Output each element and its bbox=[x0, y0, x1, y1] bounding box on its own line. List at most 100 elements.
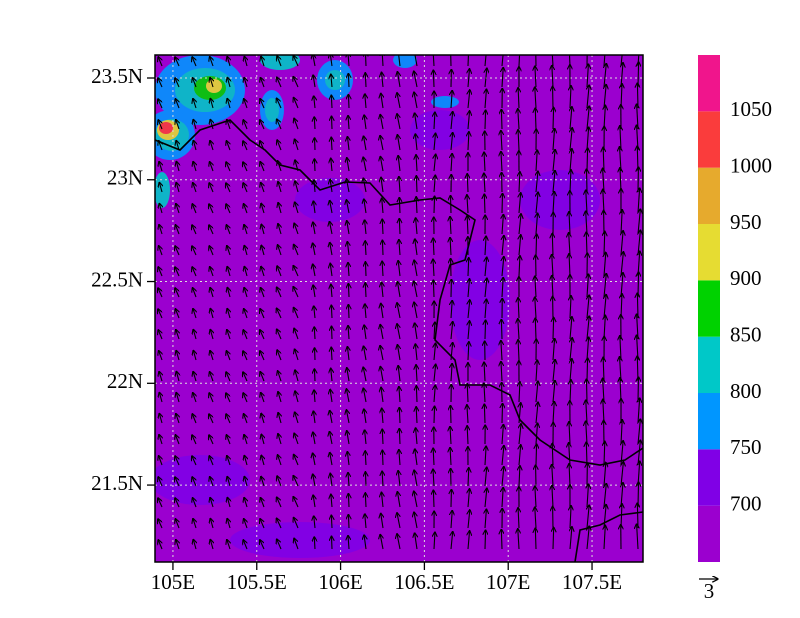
wind-arrow bbox=[397, 513, 400, 529]
wind-arrow bbox=[260, 287, 264, 298]
wind-arrow bbox=[348, 94, 349, 109]
wind-arrow bbox=[192, 267, 196, 277]
colorbar: 700 750 800 850 900 950 1000 1050 bbox=[698, 55, 772, 562]
wind-arrow bbox=[226, 183, 231, 193]
x-tick-label: 105E bbox=[151, 570, 195, 594]
wind-arrow bbox=[536, 213, 538, 235]
wind-arrow bbox=[450, 216, 451, 235]
wind-arrow bbox=[331, 95, 332, 109]
wind-arrow bbox=[397, 324, 400, 340]
wind-arrow bbox=[331, 347, 332, 361]
map-field bbox=[155, 55, 643, 562]
wind-arrow bbox=[346, 179, 349, 193]
wind-arrow bbox=[244, 99, 247, 109]
wind-arrow bbox=[485, 320, 486, 340]
wind-arrow bbox=[434, 343, 436, 361]
wind-arrow bbox=[314, 117, 315, 130]
wind-arrow bbox=[192, 456, 197, 466]
wind-arrow bbox=[637, 83, 638, 109]
wind-arrow bbox=[261, 455, 264, 466]
wind-arrow bbox=[210, 350, 213, 361]
wind-arrow bbox=[501, 361, 502, 382]
wind-arrow bbox=[519, 382, 520, 403]
wind-arrow bbox=[277, 329, 282, 340]
wind-arrow bbox=[519, 235, 521, 256]
wind-arrow bbox=[450, 447, 451, 466]
wind-arrow bbox=[193, 183, 196, 193]
wind-arrow bbox=[416, 365, 417, 382]
wind-arrow bbox=[314, 327, 315, 340]
wind-arrow bbox=[587, 526, 589, 550]
wind-arrow bbox=[293, 476, 299, 487]
wind-arrow bbox=[193, 539, 196, 550]
wind-arrow bbox=[260, 77, 264, 88]
wind-arrow bbox=[346, 410, 349, 424]
wind-arrow bbox=[313, 411, 315, 424]
wind-arrow bbox=[382, 198, 383, 214]
wind-arrow bbox=[277, 119, 282, 130]
wind-arrow bbox=[176, 392, 179, 403]
wind-arrow bbox=[416, 386, 417, 403]
wind-arrow bbox=[380, 534, 383, 550]
wind-arrow bbox=[434, 196, 435, 214]
wind-arrow bbox=[432, 55, 435, 67]
wind-arrow bbox=[209, 435, 214, 445]
wind-arrow bbox=[365, 55, 366, 67]
wind-arrow bbox=[397, 492, 400, 508]
wind-arrow bbox=[348, 262, 349, 277]
wind-arrow bbox=[485, 446, 486, 466]
wind-arrow bbox=[348, 283, 349, 298]
wind-arrow bbox=[261, 203, 264, 214]
wind-arrow bbox=[587, 484, 588, 508]
wind-arrow bbox=[276, 308, 282, 319]
wind-arrow bbox=[467, 426, 468, 445]
wind-arrow bbox=[519, 193, 521, 214]
wind-arrow bbox=[331, 74, 332, 88]
wind-arrow bbox=[518, 340, 519, 361]
wind-arrow bbox=[569, 212, 570, 235]
wind-arrow bbox=[621, 294, 622, 319]
wind-arrow bbox=[380, 156, 383, 172]
wind-arrow bbox=[261, 266, 264, 277]
wind-arrow bbox=[159, 371, 162, 382]
wind-arrow bbox=[502, 277, 503, 298]
wind-arrow bbox=[277, 539, 282, 550]
wind-arrow bbox=[468, 90, 470, 109]
wind-arrow bbox=[159, 203, 162, 214]
x-tick-label: 107E bbox=[486, 570, 530, 594]
wind-arrow bbox=[175, 498, 180, 508]
wind-arrow bbox=[314, 516, 315, 529]
wind-arrow bbox=[587, 85, 589, 109]
wind-arrow bbox=[415, 113, 417, 130]
wind-arrow bbox=[277, 497, 282, 508]
wind-arrow bbox=[381, 177, 383, 193]
wind-arrow bbox=[604, 273, 606, 298]
wind-arrow bbox=[519, 424, 521, 445]
wind-arrow bbox=[502, 193, 503, 214]
wind-arrow bbox=[434, 154, 436, 172]
wind-arrow bbox=[468, 468, 469, 487]
wind-arrow bbox=[586, 211, 587, 235]
colorbar-label: 750 bbox=[730, 435, 762, 459]
wind-arrow bbox=[535, 87, 536, 109]
wind-arrow bbox=[535, 108, 536, 130]
wind-arrow bbox=[365, 94, 366, 109]
wind-arrow bbox=[434, 364, 436, 382]
wind-arrow bbox=[314, 306, 315, 319]
wind-arrow bbox=[209, 204, 214, 214]
wind-arrow bbox=[586, 190, 587, 214]
wind-arrow bbox=[226, 141, 230, 151]
wind-arrow bbox=[382, 429, 383, 445]
wind-arrow bbox=[210, 77, 213, 88]
wind-arrow bbox=[364, 535, 366, 550]
wind-arrow bbox=[502, 424, 503, 445]
wind-arrow bbox=[346, 389, 349, 403]
wind-arrow bbox=[414, 260, 417, 277]
wind-arrow bbox=[587, 316, 589, 340]
wind-arrow bbox=[294, 538, 299, 550]
wind-arrow bbox=[331, 494, 332, 508]
wind-arrow bbox=[347, 158, 349, 172]
wind-arrow bbox=[382, 240, 383, 256]
axes: 105E 105.5E 106E 106.5E 107E 107.5E 21.5N 22N 22… bbox=[91, 64, 622, 594]
wind-arrow bbox=[278, 455, 281, 466]
